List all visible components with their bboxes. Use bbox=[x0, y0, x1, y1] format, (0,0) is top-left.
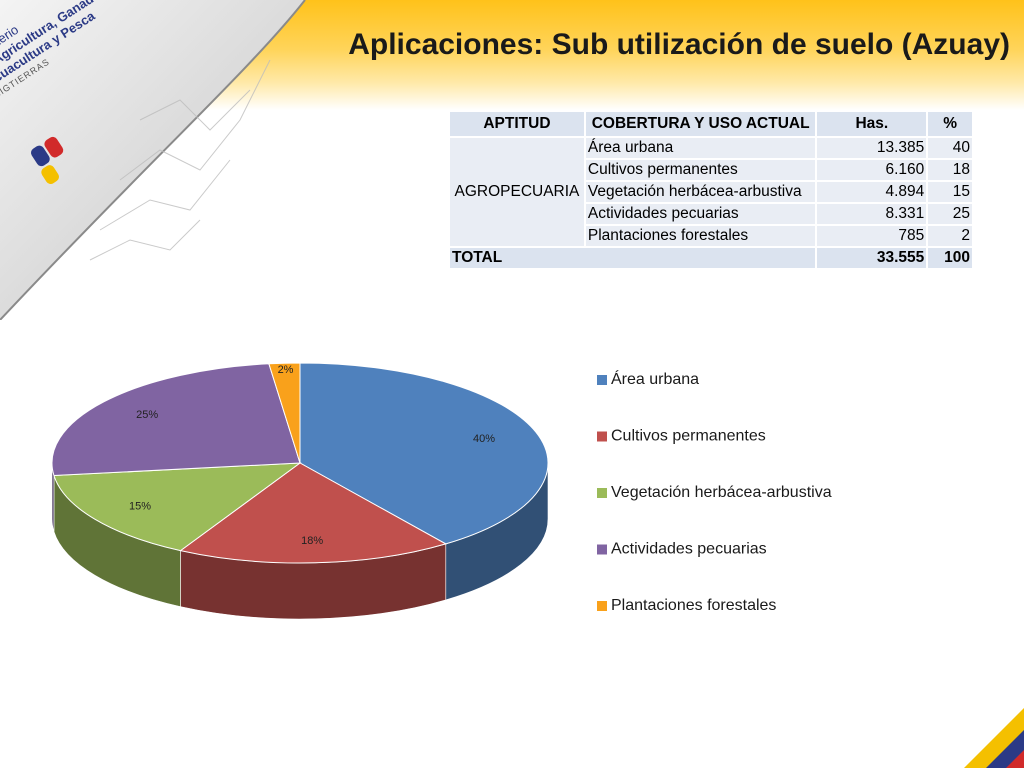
cobertura-cell: Área urbana bbox=[583, 136, 818, 160]
total-has: 33.555 bbox=[815, 246, 929, 270]
pie-data-label: 18% bbox=[301, 535, 323, 547]
pie-data-label: 40% bbox=[473, 433, 495, 445]
cobertura-cell: Vegetación herbácea-arbustiva bbox=[583, 180, 818, 204]
header-cobertura: COBERTURA Y USO ACTUAL bbox=[583, 110, 818, 138]
pie-slice bbox=[299, 362, 549, 545]
table-row: AGROPECUARIA Área urbana 13.385 40 bbox=[448, 136, 974, 248]
legend-swatch bbox=[597, 488, 607, 498]
pct-cell: 18 bbox=[926, 158, 974, 182]
table-row: Plantaciones forestales 785 2 bbox=[449, 224, 974, 248]
has-cell: 785 bbox=[815, 224, 929, 248]
pie-top bbox=[51, 362, 549, 564]
pie-slice bbox=[268, 362, 301, 464]
pie-labels: 40% 18% 15% 25% 2% bbox=[129, 364, 495, 547]
pct-cell: 2 bbox=[926, 224, 974, 248]
table-header-row: APTITUD COBERTURA Y USO ACTUAL Has. % bbox=[448, 110, 974, 138]
table-total-row: TOTAL 33.555 100 bbox=[447, 246, 974, 270]
legend-label: Plantaciones forestales bbox=[611, 597, 776, 614]
legend-label: Actividades pecuarias bbox=[611, 541, 767, 558]
pie-data-label: 15% bbox=[129, 501, 151, 513]
has-cell: 8.331 bbox=[815, 202, 929, 226]
table-row: Vegetación herbácea-arbustiva 4.894 15 bbox=[449, 180, 974, 204]
has-cell: 6.160 bbox=[815, 158, 929, 182]
cobertura-cell: Actividades pecuarias bbox=[583, 202, 818, 226]
total-label: TOTAL bbox=[447, 246, 818, 270]
legend-swatch bbox=[597, 544, 607, 555]
logo-emblem-icon bbox=[30, 136, 64, 185]
pct-cell: 40 bbox=[926, 136, 974, 160]
legend-swatch bbox=[597, 601, 607, 611]
chart-legend: Área urbana Cultivos permanentes Vegetació… bbox=[597, 369, 832, 614]
legend-label: Área urbana bbox=[611, 369, 699, 388]
legend-label: Cultivos permanentes bbox=[611, 428, 766, 445]
aptitud-cell: AGROPECUARIA bbox=[448, 136, 586, 248]
cobertura-cell: Cultivos permanentes bbox=[583, 158, 818, 182]
header-pct: % bbox=[926, 110, 974, 138]
legend-swatch bbox=[597, 375, 607, 385]
pct-cell: 25 bbox=[926, 202, 974, 226]
total-pct: 100 bbox=[926, 246, 974, 270]
data-table: APTITUD COBERTURA Y USO ACTUAL Has. % AG… bbox=[447, 110, 974, 270]
pie-slice bbox=[51, 363, 301, 477]
table-row: Actividades pecuarias 8.331 25 bbox=[449, 202, 974, 226]
pie-sides bbox=[51, 462, 549, 620]
has-cell: 4.894 bbox=[815, 180, 929, 204]
pie-data-label: 25% bbox=[136, 409, 158, 421]
cobertura-cell: Plantaciones forestales bbox=[583, 224, 818, 248]
page-curl-corner bbox=[0, 0, 306, 320]
table-row: Cultivos permanentes 6.160 18 bbox=[449, 158, 974, 182]
flag-stripes-icon bbox=[964, 708, 1024, 768]
pie-data-label: 2% bbox=[278, 364, 294, 376]
pie-slice bbox=[179, 462, 448, 564]
pct-cell: 15 bbox=[926, 180, 974, 204]
page-title: Aplicaciones: Sub utilización de suelo (… bbox=[348, 28, 1010, 61]
header-aptitud: APTITUD bbox=[448, 110, 586, 138]
legend-label: Vegetación herbácea-arbustiva bbox=[611, 484, 832, 501]
has-cell: 13.385 bbox=[815, 136, 929, 160]
header-has: Has. bbox=[815, 110, 929, 138]
pie-slice bbox=[53, 462, 302, 552]
legend-swatch bbox=[597, 431, 607, 442]
